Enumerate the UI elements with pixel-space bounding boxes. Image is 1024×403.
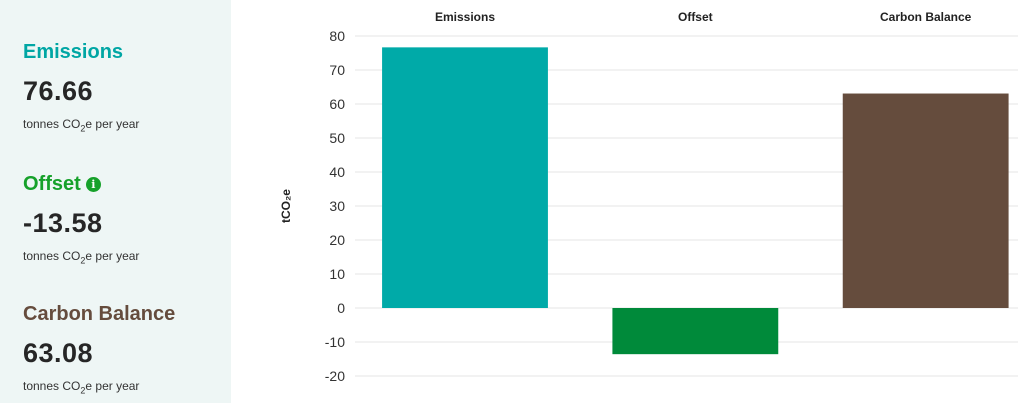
y-tick-label: 70 xyxy=(329,62,345,78)
carbon-balance-title-text: Carbon Balance xyxy=(23,303,176,325)
bar-offset[interactable] xyxy=(612,308,779,355)
carbon-balance-unit: tonnes CO2e per year xyxy=(23,379,140,396)
emissions-unit: tonnes CO2e per year xyxy=(23,117,140,134)
y-tick-label: 40 xyxy=(329,164,345,180)
category-label: Carbon Balance xyxy=(880,10,972,24)
y-tick-label: 10 xyxy=(329,266,345,282)
y-axis-ticks: 80 70 60 50 40 30 20 10 0 -10 -20 xyxy=(325,28,345,384)
summary-panel: Emissions 76.66 tonnes CO2e per year Off… xyxy=(0,0,231,403)
emissions-title-text: Emissions xyxy=(23,41,124,63)
emissions-value: 76.66 xyxy=(23,76,94,106)
y-tick-label: -20 xyxy=(325,368,345,384)
category-labels: Emissions Offset Carbon Balance xyxy=(435,10,972,24)
bar-carbon-balance[interactable] xyxy=(842,93,1009,308)
offset-title: Offset i xyxy=(23,173,139,196)
info-icon[interactable]: i xyxy=(85,177,101,192)
offset-value: -13.58 xyxy=(23,208,103,238)
y-tick-label: 80 xyxy=(329,28,345,44)
y-tick-label: -10 xyxy=(325,334,345,350)
emissions-metric: Emissions 76.66 tonnes CO2e per year xyxy=(23,41,139,133)
y-axis-label: tCO₂e xyxy=(279,189,293,223)
y-tick-label: 50 xyxy=(329,130,345,146)
carbon-balance-metric: Carbon Balance 63.08 tonnes CO2e per yea… xyxy=(23,303,175,395)
y-tick-label: 30 xyxy=(329,198,345,214)
offset-metric: Offset i -13.58 tonnes CO2e per year xyxy=(23,173,139,265)
y-tick-label: 60 xyxy=(329,96,345,112)
y-tick-label: 20 xyxy=(329,232,345,248)
category-label: Emissions xyxy=(435,10,495,24)
bars xyxy=(382,47,1009,355)
y-tick-label: 0 xyxy=(337,300,345,316)
bar-emissions[interactable] xyxy=(382,47,548,309)
emissions-title: Emissions xyxy=(23,41,139,64)
carbon-balance-title: Carbon Balance xyxy=(23,303,175,326)
carbon-balance-value: 63.08 xyxy=(23,338,94,368)
offset-title-text: Offset xyxy=(23,173,81,195)
offset-unit: tonnes CO2e per year xyxy=(23,249,140,266)
category-label: Offset xyxy=(678,10,713,24)
